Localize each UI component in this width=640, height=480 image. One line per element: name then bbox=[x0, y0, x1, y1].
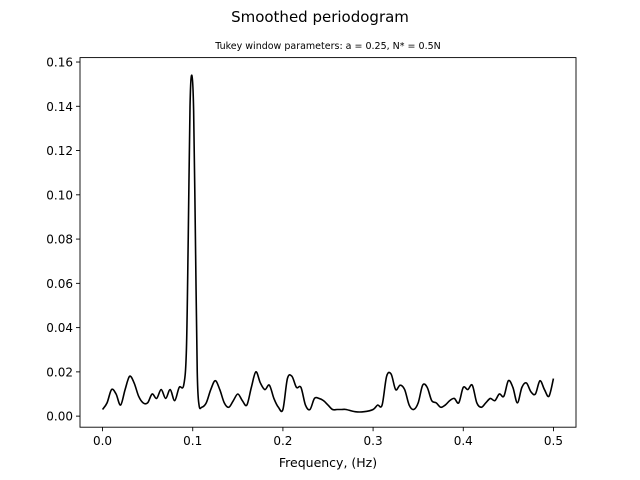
chart-title: Smoothed periodogram bbox=[231, 8, 409, 26]
x-tick-label: 0.0 bbox=[93, 434, 112, 448]
y-tick-label: 0.12 bbox=[46, 144, 73, 158]
y-tick-label: 0.16 bbox=[46, 56, 73, 70]
y-tick-label: 0.10 bbox=[46, 188, 73, 202]
x-axis-label: Frequency, (Hz) bbox=[279, 455, 377, 470]
y-tick-label: 0.00 bbox=[46, 410, 73, 424]
x-tick-label: 0.3 bbox=[364, 434, 383, 448]
y-tick-label: 0.04 bbox=[46, 321, 73, 335]
y-axis-ticks: 0.00 0.02 0.04 0.06 0.08 0.10 0.12 0.14 0.16 bbox=[46, 56, 80, 424]
y-tick-label: 0.08 bbox=[46, 233, 73, 247]
chart-subtitle: Tukey window parameters: a = 0.25, N* = … bbox=[214, 41, 441, 52]
y-tick-label: 0.14 bbox=[46, 100, 73, 114]
x-tick-label: 0.1 bbox=[183, 434, 202, 448]
y-tick-label: 0.02 bbox=[46, 365, 73, 379]
plot-frame bbox=[79, 57, 577, 428]
y-tick-label: 0.06 bbox=[46, 277, 73, 291]
x-tick-label: 0.5 bbox=[544, 434, 563, 448]
x-axis-ticks: 0.0 0.1 0.2 0.3 0.4 0.5 bbox=[93, 427, 563, 448]
x-tick-label: 0.4 bbox=[454, 434, 473, 448]
x-tick-label: 0.2 bbox=[273, 434, 292, 448]
periodogram-line bbox=[101, 74, 555, 413]
